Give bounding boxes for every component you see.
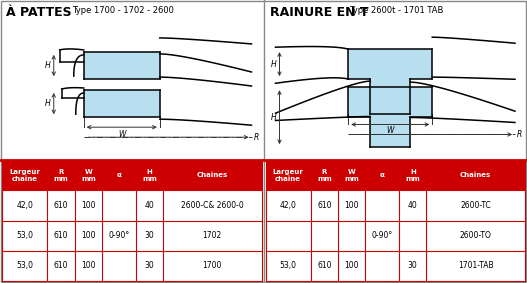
Text: R
mm: R mm — [317, 169, 332, 182]
Text: H: H — [45, 99, 51, 108]
Text: R
mm: R mm — [54, 169, 69, 182]
Text: Type 1700 - 1702 - 2600: Type 1700 - 1702 - 2600 — [72, 6, 174, 15]
Text: 100: 100 — [81, 261, 95, 270]
Text: 100: 100 — [345, 261, 359, 270]
Bar — [266, 220, 525, 251]
Text: W
mm: W mm — [81, 169, 96, 182]
Text: À PATTES: À PATTES — [6, 6, 72, 19]
Text: 2600-TC: 2600-TC — [460, 201, 491, 210]
Bar — [266, 190, 525, 220]
Text: 610: 610 — [317, 261, 332, 270]
Text: H
mm: H mm — [405, 169, 420, 182]
Text: 30: 30 — [408, 261, 417, 270]
Text: R: R — [517, 130, 522, 139]
Text: W: W — [118, 130, 125, 139]
Text: 1700: 1700 — [202, 261, 222, 270]
Bar — [2, 251, 261, 281]
Text: 100: 100 — [345, 201, 359, 210]
Bar — [84, 90, 160, 117]
Text: Largeur
chaîne: Largeur chaîne — [273, 169, 304, 182]
Text: Chaînes: Chaînes — [460, 172, 491, 178]
Text: W: W — [386, 127, 394, 136]
Bar — [370, 117, 410, 147]
Text: 1701-TAB: 1701-TAB — [458, 261, 493, 270]
Bar — [84, 52, 160, 79]
Text: H: H — [271, 60, 277, 69]
Text: 30: 30 — [144, 261, 154, 270]
Text: 610: 610 — [54, 231, 69, 240]
Text: R: R — [253, 133, 259, 142]
Text: 53,0: 53,0 — [16, 231, 33, 240]
Text: 610: 610 — [317, 201, 332, 210]
Bar — [266, 160, 525, 190]
Text: 0-90°: 0-90° — [108, 231, 130, 240]
Bar — [2, 190, 261, 220]
Text: 42,0: 42,0 — [16, 201, 33, 210]
Text: 610: 610 — [54, 261, 69, 270]
Text: Type 2600t - 1701 TAB: Type 2600t - 1701 TAB — [349, 6, 444, 15]
Text: 1702: 1702 — [202, 231, 222, 240]
Text: α: α — [116, 172, 121, 178]
Text: 53,0: 53,0 — [280, 261, 297, 270]
Bar — [2, 220, 261, 251]
Text: 0-90°: 0-90° — [372, 231, 393, 240]
Text: H: H — [45, 61, 51, 70]
Text: 30: 30 — [144, 231, 154, 240]
Text: RAINURE EN T: RAINURE EN T — [269, 6, 368, 19]
Text: α: α — [380, 172, 385, 178]
Text: H
mm: H mm — [142, 169, 157, 182]
Text: 610: 610 — [54, 201, 69, 210]
Bar — [266, 251, 525, 281]
Text: 42,0: 42,0 — [280, 201, 297, 210]
Text: 2600-TO: 2600-TO — [460, 231, 492, 240]
Text: Largeur
chaîne: Largeur chaîne — [9, 169, 40, 182]
Text: 53,0: 53,0 — [16, 261, 33, 270]
Bar — [348, 87, 432, 117]
Text: 40: 40 — [408, 201, 417, 210]
Text: 40: 40 — [144, 201, 154, 210]
Text: 100: 100 — [81, 201, 95, 210]
Text: W
mm: W mm — [345, 169, 359, 182]
Text: Chaînes: Chaînes — [197, 172, 228, 178]
Bar — [370, 79, 410, 115]
Bar — [348, 49, 432, 79]
Text: 100: 100 — [81, 231, 95, 240]
Text: H: H — [271, 113, 277, 122]
Bar — [2, 160, 261, 190]
Text: 2600-C& 2600-0: 2600-C& 2600-0 — [181, 201, 243, 210]
